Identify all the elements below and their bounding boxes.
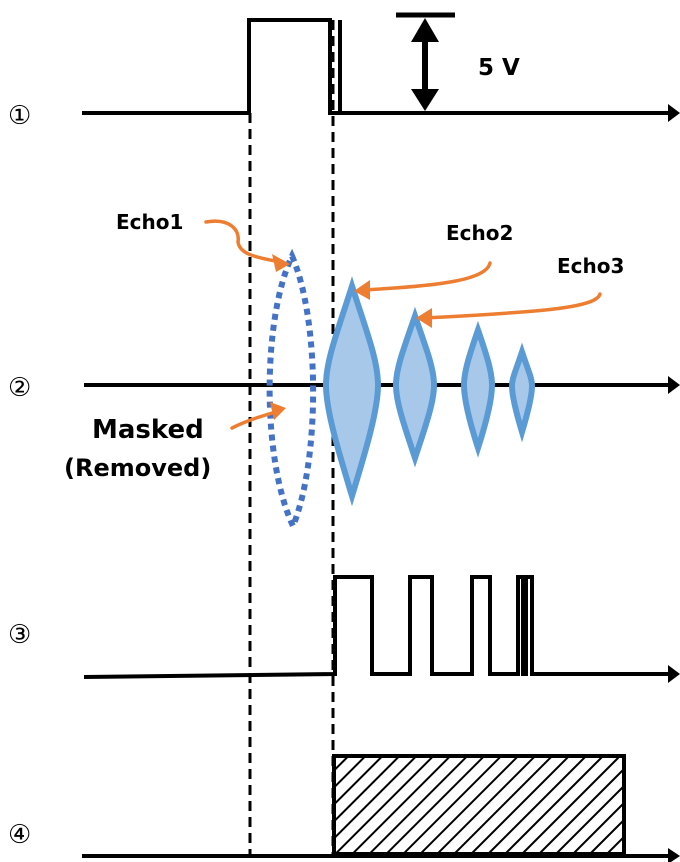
echo4-pulse: [460, 320, 496, 458]
axis-arrow-head: [668, 376, 680, 394]
masked-arrowhead: [270, 402, 286, 420]
removed-label: (Removed): [64, 454, 211, 482]
echo3-pointer: [422, 292, 602, 320]
masked-label: Masked: [92, 415, 204, 445]
signal-measurement-window: [82, 754, 680, 862]
signal-trigger-pulse: [82, 18, 680, 122]
hatched-window: [332, 754, 626, 856]
voltage-label: 5 V: [478, 55, 520, 81]
signal-echo-detect: [83, 575, 680, 683]
axis-arrow-head: [668, 665, 680, 683]
echo5-pulse: [508, 342, 536, 443]
echo1-pointer: [204, 219, 282, 264]
echo-axis: [84, 376, 680, 394]
row-marker-3: ③: [8, 620, 31, 650]
echo1-arrowhead: [272, 254, 290, 272]
row-marker-1: ①: [8, 101, 31, 131]
row-marker-4: ④: [8, 820, 31, 850]
masked-echo1-outline: [266, 248, 317, 534]
axis-arrow-head: [668, 848, 680, 862]
echo1-label: Echo1: [116, 210, 183, 234]
arrow-up-icon: [411, 18, 439, 42]
echo2-arrowhead: [354, 280, 370, 300]
echo3-pulse: [392, 306, 438, 468]
row-marker-2: ②: [8, 373, 31, 403]
voltage-indicator: [396, 12, 455, 111]
echo2-pointer: [360, 261, 492, 292]
echo3-label: Echo3: [557, 254, 624, 278]
echo3-arrowhead: [416, 308, 432, 328]
echo2-label: Echo2: [446, 221, 513, 245]
axis-arrow-head: [668, 104, 680, 122]
echo2-pulse: [322, 276, 382, 507]
arrow-down-icon: [411, 89, 439, 111]
